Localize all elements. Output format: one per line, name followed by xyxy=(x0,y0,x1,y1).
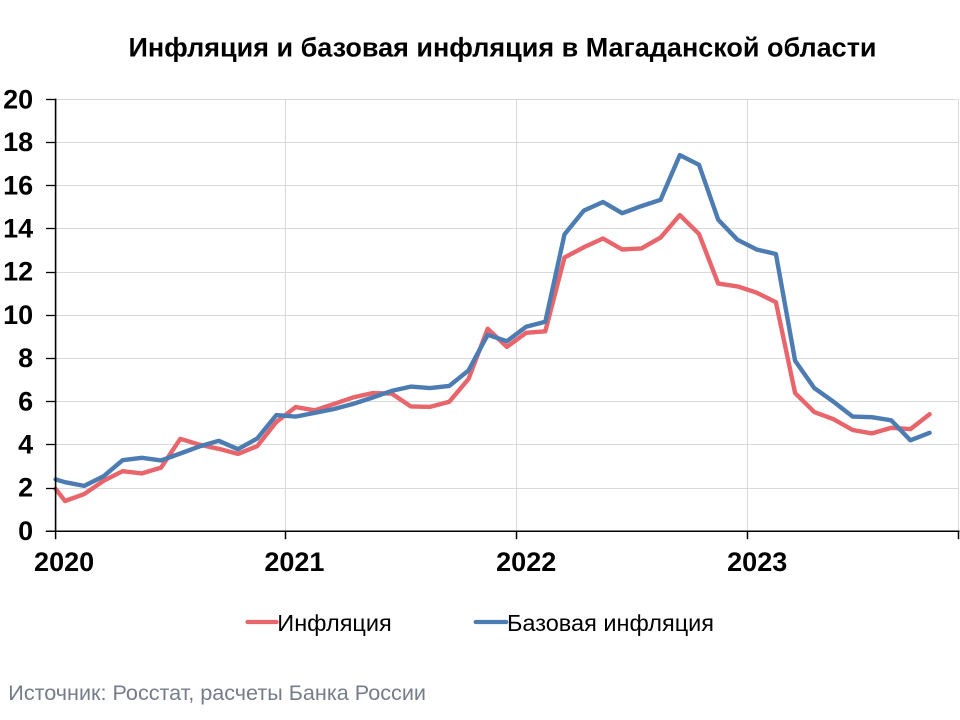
svg-text:2022: 2022 xyxy=(496,547,556,577)
svg-text:Базовая инфляция: Базовая инфляция xyxy=(507,610,714,636)
svg-text:18: 18 xyxy=(3,127,33,157)
svg-text:14: 14 xyxy=(3,214,33,244)
svg-text:10: 10 xyxy=(3,300,33,330)
svg-text:Источник: Росстат, расчеты Бан: Источник: Росстат, расчеты Банка России xyxy=(8,680,426,705)
svg-text:2023: 2023 xyxy=(727,547,787,577)
svg-text:20: 20 xyxy=(3,84,33,114)
svg-text:12: 12 xyxy=(3,257,33,287)
svg-text:16: 16 xyxy=(3,170,33,200)
svg-text:8: 8 xyxy=(18,343,33,373)
svg-text:2021: 2021 xyxy=(264,547,324,577)
svg-text:Инфляция и базовая инфляция в: Инфляция и базовая инфляция в Магаданско… xyxy=(128,33,876,63)
svg-text:6: 6 xyxy=(18,386,33,416)
svg-text:0: 0 xyxy=(18,516,33,546)
svg-text:2: 2 xyxy=(18,473,33,503)
svg-text:2020: 2020 xyxy=(34,547,94,577)
svg-text:4: 4 xyxy=(18,430,33,460)
svg-text:Инфляция: Инфляция xyxy=(277,610,391,636)
